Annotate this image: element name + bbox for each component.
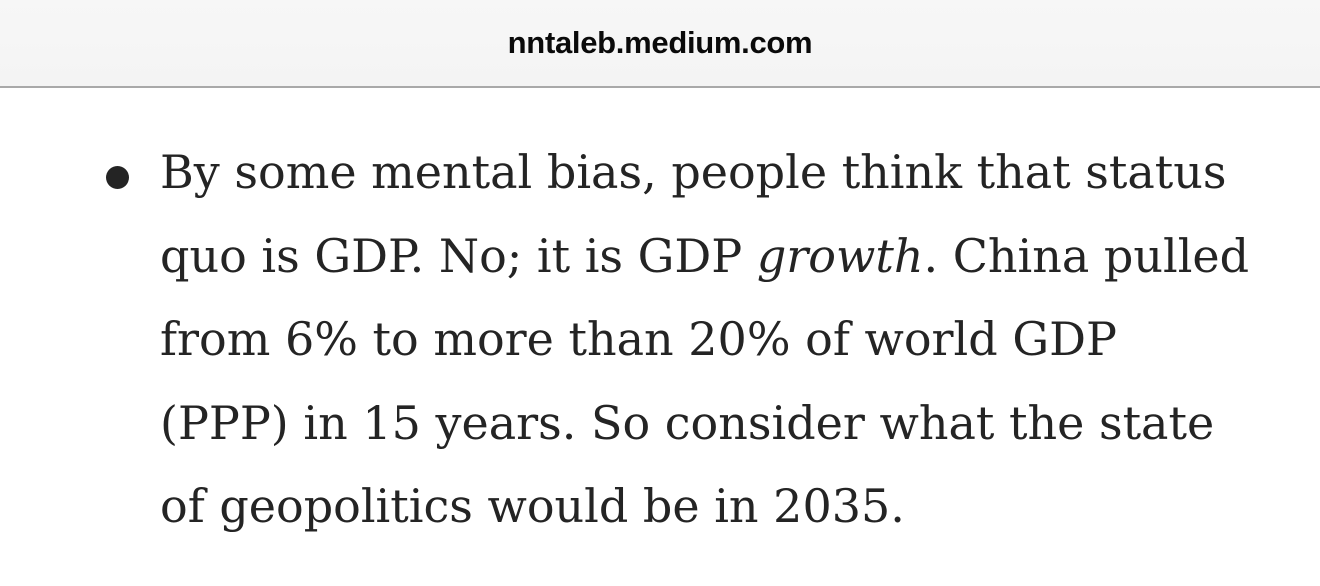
paragraph-line: of geopolitics would be in 2035. — [160, 465, 1290, 549]
text-segment: quo is GDP. No; it is GDP — [160, 228, 757, 283]
browser-url-bar[interactable]: nntaleb.medium.com — [0, 0, 1320, 88]
list-item: By some mental bias, people think that s… — [0, 131, 1320, 549]
text-segment: of geopolitics would be in 2035. — [160, 479, 905, 533]
bullet-marker — [106, 166, 129, 189]
paragraph-line: (PPP) in 15 years. So consider what the … — [160, 382, 1290, 466]
text-segment: . China pulled — [923, 228, 1250, 283]
paragraph: By some mental bias, people think that s… — [160, 131, 1290, 549]
italic-text-segment: growth — [756, 228, 924, 283]
paragraph-line: from 6% to more than 20% of world GDP — [160, 298, 1290, 382]
text-segment: from 6% to more than 20% of world GDP — [160, 312, 1117, 366]
url-text[interactable]: nntaleb.medium.com — [507, 25, 813, 60]
article-content: By some mental bias, people think that s… — [0, 88, 1320, 586]
text-segment: By some mental bias, people think that s… — [160, 145, 1227, 199]
paragraph-line: quo is GDP. No; it is GDP growth. China … — [160, 215, 1290, 299]
text-segment: (PPP) in 15 years. So consider what the … — [160, 395, 1215, 450]
paragraph-line: By some mental bias, people think that s… — [160, 131, 1290, 215]
